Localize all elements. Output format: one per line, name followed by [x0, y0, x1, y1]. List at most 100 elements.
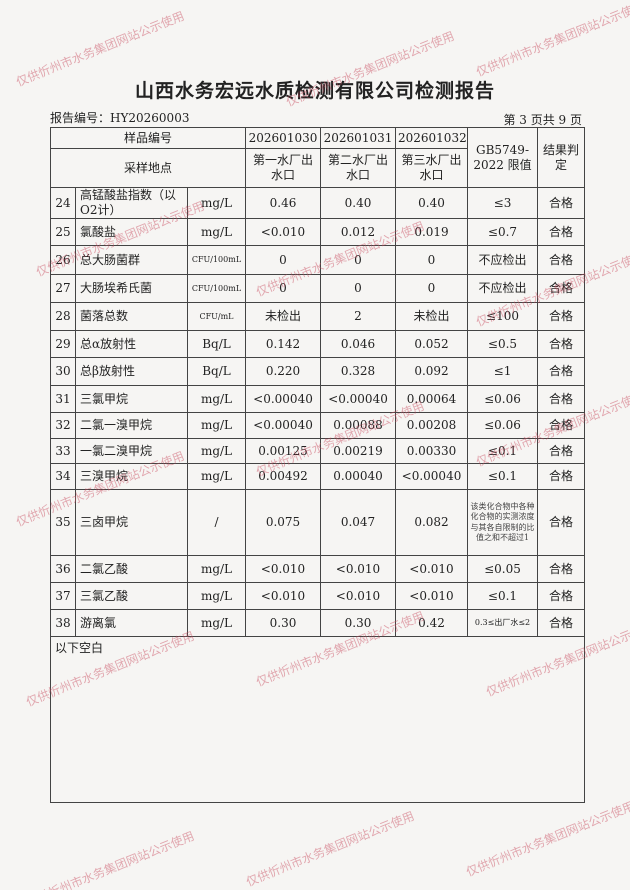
verdict: 合格: [537, 555, 585, 583]
watermark: 仅供忻州市水务集团网站公示使用: [464, 798, 630, 880]
item-name: 总β放射性: [75, 357, 188, 386]
verdict: 合格: [537, 218, 585, 246]
value: 2: [320, 302, 396, 331]
table-row: 29 总α放射性 Bq/L 0.142 0.046 0.052 ≤0.5 合格: [50, 330, 585, 358]
item-name: 总α放射性: [75, 330, 188, 358]
table-row: 25 氯酸盐 mg/L <0.010 0.012 0.019 ≤0.7 合格: [50, 218, 585, 246]
value: 0.00492: [245, 463, 321, 490]
value: 0.046: [320, 330, 396, 358]
verdict: 合格: [537, 357, 585, 386]
limit-header: GB5749-2022 限值: [467, 127, 538, 188]
value: <0.010: [320, 555, 396, 583]
table-row: 38 游离氯 mg/L 0.30 0.30 0.42 0.3≤出厂水≤2 合格: [50, 609, 585, 637]
watermark: 仅供忻州市水务集团网站公示使用: [244, 808, 417, 890]
value: 0: [395, 245, 468, 275]
row-no: 35: [50, 489, 76, 556]
unit: Bq/L: [187, 357, 246, 386]
limit: ≤0.1: [467, 463, 538, 490]
value: <0.010: [245, 218, 321, 246]
table-row: 36 二氯乙酸 mg/L <0.010 <0.010 <0.010 ≤0.05 合格: [50, 555, 585, 583]
item-name: 总大肠菌群: [75, 245, 188, 275]
value: <0.00040: [395, 463, 468, 490]
limit: ≤0.1: [467, 582, 538, 610]
page-info: 第 3 页共 9 页: [503, 113, 582, 127]
item-name: 二氯乙酸: [75, 555, 188, 583]
value: 0.30: [320, 609, 396, 637]
verdict: 合格: [537, 412, 585, 439]
row-no: 29: [50, 330, 76, 358]
limit: 不应检出: [467, 274, 538, 303]
table-row: 31 三氯甲烷 mg/L <0.00040 <0.00040 0.00064 ≤0.06 合格: [50, 385, 585, 413]
value: 0.019: [395, 218, 468, 246]
blank-note: 以下空白: [50, 636, 585, 803]
value: <0.010: [245, 582, 321, 610]
value: 0.075: [245, 489, 321, 556]
value: 0.40: [395, 187, 468, 219]
limit: ≤100: [467, 302, 538, 331]
value: 未检出: [245, 302, 321, 331]
row-no: 37: [50, 582, 76, 610]
value: <0.010: [395, 582, 468, 610]
value: 未检出: [395, 302, 468, 331]
value: 0.328: [320, 357, 396, 386]
sample-id: 202601031: [320, 127, 396, 149]
row-no: 32: [50, 412, 76, 439]
unit: mg/L: [187, 218, 246, 246]
value: <0.00040: [245, 385, 321, 413]
verdict: 合格: [537, 385, 585, 413]
row-no: 25: [50, 218, 76, 246]
item-name: 菌落总数: [75, 302, 188, 331]
item-name: 大肠埃希氏菌: [75, 274, 188, 303]
unit: mg/L: [187, 555, 246, 583]
verdict: 合格: [537, 438, 585, 464]
verdict: 合格: [537, 245, 585, 275]
value: <0.010: [245, 555, 321, 583]
unit: mg/L: [187, 582, 246, 610]
item-name: 氯酸盐: [75, 218, 188, 246]
limit: 0.3≤出厂水≤2: [467, 609, 538, 637]
site-label: 采样地点: [50, 148, 246, 188]
unit: CFU/mL: [187, 302, 246, 331]
unit: /: [187, 489, 246, 556]
item-name: 三氯乙酸: [75, 582, 188, 610]
value: 0.00040: [320, 463, 396, 490]
value: 0.00088: [320, 412, 396, 439]
verdict: 合格: [537, 330, 585, 358]
verdict: 合格: [537, 582, 585, 610]
value: 0.142: [245, 330, 321, 358]
value: 0.00064: [395, 385, 468, 413]
verdict: 合格: [537, 463, 585, 490]
unit: CFU/100mL: [187, 245, 246, 275]
row-no: 34: [50, 463, 76, 490]
value: <0.00040: [320, 385, 396, 413]
value: 0: [245, 245, 321, 275]
table-row: 34 三溴甲烷 mg/L 0.00492 0.00040 <0.00040 ≤0.1 合格: [50, 463, 585, 490]
value: 0.220: [245, 357, 321, 386]
verdict: 合格: [537, 489, 585, 556]
table-row: 28 菌落总数 CFU/mL 未检出 2 未检出 ≤100 合格: [50, 302, 585, 331]
table-row: 24 高锰酸盐指数（以O2计） mg/L 0.46 0.40 0.40 ≤3 合格: [50, 187, 585, 219]
value: 0.082: [395, 489, 468, 556]
verdict-header: 结果判定: [537, 127, 585, 188]
row-no: 38: [50, 609, 76, 637]
verdict: 合格: [537, 609, 585, 637]
row-no: 27: [50, 274, 76, 303]
table-row: 27 大肠埃希氏菌 CFU/100mL 0 0 0 不应检出 合格: [50, 274, 585, 303]
value: 0.00219: [320, 438, 396, 464]
value: 0: [320, 274, 396, 303]
report-title: 山西水务宏远水质检测有限公司检测报告: [134, 80, 495, 102]
value: 0.42: [395, 609, 468, 637]
item-name: 一氯二溴甲烷: [75, 438, 188, 464]
value: 0.092: [395, 357, 468, 386]
limit: ≤0.1: [467, 438, 538, 464]
value: 0: [320, 245, 396, 275]
item-name: 二氯一溴甲烷: [75, 412, 188, 439]
limit: 不应检出: [467, 245, 538, 275]
value: 0.46: [245, 187, 321, 219]
unit: mg/L: [187, 438, 246, 464]
value: 0.047: [320, 489, 396, 556]
results-table: 样品编号 202601030 202601031 202601032 GB574…: [50, 127, 585, 803]
table-row: 32 二氯一溴甲烷 mg/L <0.00040 0.00088 0.00208 ≤0.06 合…: [50, 412, 585, 439]
table-row: 37 三氯乙酸 mg/L <0.010 <0.010 <0.010 ≤0.1 合格: [50, 582, 585, 610]
item-name: 游离氯: [75, 609, 188, 637]
